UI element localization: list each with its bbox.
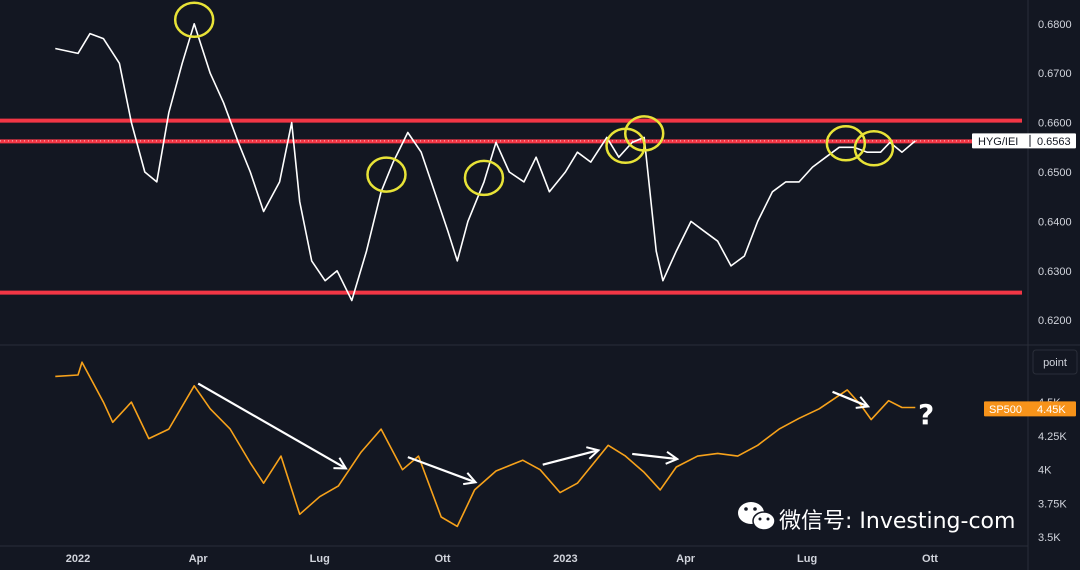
hyg-iei-last-value: 0.6563 <box>1037 136 1071 148</box>
hyg-iei-last-price-tag: HYG/IEI 0.6563 <box>972 133 1076 149</box>
time-axis-tick: Ott <box>922 553 938 565</box>
time-axis-tick: Apr <box>189 553 209 565</box>
hyg-iei-y-tick: 0.6200 <box>1038 315 1072 327</box>
question-mark-annotation: ? <box>918 398 934 431</box>
sp500-series-line <box>55 361 916 528</box>
time-axis[interactable]: 2022 Apr Lug Ott 2023 Apr Lug Ott <box>66 553 939 565</box>
support-resistance-lines <box>0 118 1022 295</box>
time-axis-tick: Ott <box>435 553 451 565</box>
sp500-y-tick: 4K <box>1038 465 1052 477</box>
hyg-iei-series-name: HYG/IEI <box>978 136 1018 148</box>
watermark-text: 微信号: Investing-com <box>779 509 1015 534</box>
unit-label-box[interactable]: point <box>1032 349 1078 375</box>
hyg-iei-y-tick: 0.6700 <box>1038 68 1072 80</box>
sp500-last-value: 4.45K <box>1037 404 1066 416</box>
sp500-y-tick: 3.75K <box>1038 498 1067 510</box>
hyg-iei-y-tick: 0.6800 <box>1038 19 1072 31</box>
down-arrow <box>542 450 598 466</box>
sp500-y-tick: 4.25K <box>1038 431 1067 443</box>
hyg-iei-y-tick: 0.6300 <box>1038 266 1072 278</box>
wechat-watermark: 微信号: Investing-com <box>738 502 1015 534</box>
unit-label: point <box>1043 357 1067 369</box>
hyg-iei-price-axis[interactable]: 0.6200 0.6300 0.6400 0.6500 0.6600 0.6700 0.68… <box>1038 19 1072 327</box>
highlight-circle <box>366 156 407 193</box>
down-arrow <box>197 382 345 468</box>
highlight-circle <box>173 1 215 39</box>
down-arrow <box>407 456 475 482</box>
hyg-iei-y-tick: 0.6400 <box>1038 216 1072 228</box>
hyg-iei-y-tick: 0.6600 <box>1038 118 1072 130</box>
wechat-logo-icon <box>738 502 776 531</box>
highlight-circle <box>623 115 665 152</box>
time-axis-tick: Apr <box>676 553 696 565</box>
down-arrow <box>832 390 868 406</box>
highlight-circle <box>853 129 895 167</box>
highlight-circle <box>463 159 505 197</box>
time-axis-tick: 2022 <box>66 553 90 565</box>
hyg-iei-y-tick: 0.6500 <box>1038 167 1072 179</box>
down-arrow <box>632 454 676 459</box>
highlight-circles <box>173 1 895 197</box>
sp500-y-tick: 3.5K <box>1038 532 1061 544</box>
highlight-circle <box>825 125 867 162</box>
downtrend-arrows <box>197 382 868 482</box>
sp500-series-name: SP500 <box>989 404 1022 416</box>
time-axis-tick: Lug <box>310 553 330 565</box>
time-axis-tick: 2023 <box>553 553 577 565</box>
sp500-last-price-tag: SP500 4.45K <box>984 401 1076 417</box>
time-axis-tick: Lug <box>797 553 817 565</box>
